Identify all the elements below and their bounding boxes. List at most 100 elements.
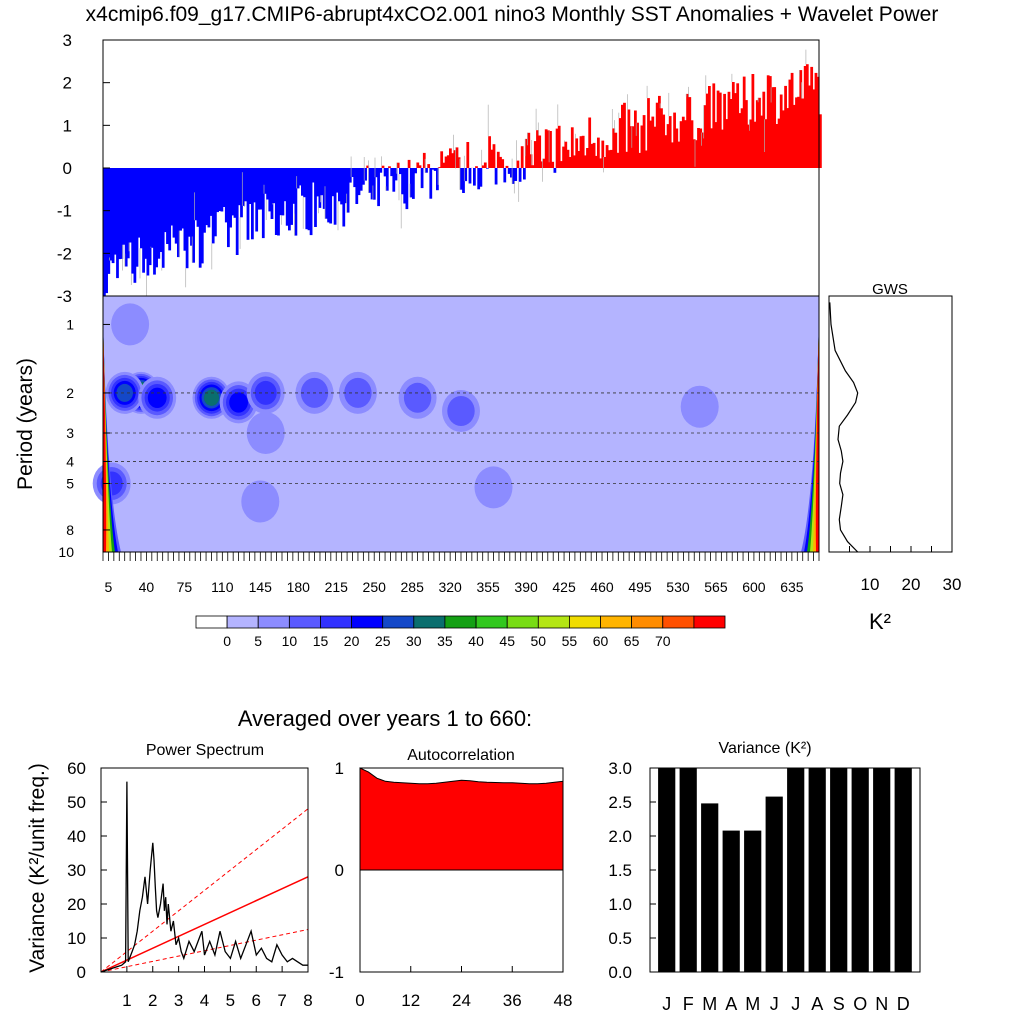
- timeseries-bar: [514, 168, 518, 181]
- variance-xtick-label: F: [683, 994, 694, 1014]
- timeseries-bar: [155, 168, 158, 268]
- autocorrelation-xaxis: 0 12 24 36 48: [355, 966, 572, 1010]
- wavelet-hotspot: [111, 303, 150, 346]
- power-spectrum-xtick-label: 1: [122, 991, 131, 1010]
- timeseries-bar: [549, 131, 552, 168]
- colorbar-swatch: [600, 615, 633, 629]
- timeseries-bar: [618, 118, 622, 168]
- timeseries-bar: [131, 168, 135, 274]
- variance-ytick-label: 2.0: [608, 827, 632, 846]
- timeseries-bar: [638, 152, 642, 168]
- timeseries-bar: [185, 168, 189, 269]
- variance-xtick-label: O: [853, 994, 867, 1014]
- power-spectrum-ylabel: Variance (K²/unit freq.): [26, 763, 49, 973]
- power-spectrum-ytick-label: 60: [67, 759, 86, 778]
- colorbar-swatch: [226, 615, 259, 629]
- timeseries-bar: [790, 72, 794, 168]
- timeseries-bar: [584, 155, 587, 168]
- timeseries-bar: [209, 168, 213, 216]
- timeseries-bar: [557, 125, 561, 168]
- timeseries-bar: [427, 164, 431, 168]
- timeseries-bar: [525, 138, 528, 168]
- timeseries-bar: [531, 165, 535, 168]
- timeseries-bar: [340, 168, 343, 205]
- timeseries-bar: [163, 168, 167, 233]
- timeseries-bar: [688, 97, 692, 168]
- colorbar-label: 25: [375, 633, 391, 649]
- timeseries-bar: [444, 156, 448, 168]
- timeseries-bar: [775, 124, 779, 168]
- timeseries-bar: [614, 132, 618, 168]
- timeseries-bar: [292, 168, 296, 204]
- timeseries-bar: [344, 168, 348, 204]
- gws-line: [829, 302, 859, 553]
- timeseries-bar: [466, 142, 470, 168]
- timeseries-bar: [703, 105, 707, 168]
- timeseries-bar: [422, 152, 426, 168]
- timeseries-bar: [564, 141, 568, 168]
- timeseries-bar: [124, 168, 128, 267]
- wavelet-ytick-label: 5: [66, 475, 74, 491]
- timeseries-bar: [570, 127, 574, 168]
- timeseries-bar: [738, 113, 742, 168]
- timeseries-bar: [653, 126, 657, 168]
- wavelet-xtick-label: 390: [514, 579, 538, 595]
- variance-ytick-label: 1.0: [608, 895, 632, 914]
- timeseries-bar: [270, 168, 274, 219]
- timeseries-bar: [288, 168, 291, 231]
- timeseries-bar: [383, 168, 387, 177]
- timeseries-bar: [718, 92, 722, 168]
- timeseries-bar: [636, 122, 639, 168]
- timeseries-bar: [677, 141, 681, 168]
- timeseries-bar: [795, 97, 798, 168]
- timeseries-bar: [192, 168, 195, 263]
- timeseries-bar: [568, 157, 572, 168]
- timeseries-bar: [285, 168, 289, 226]
- timeseries-bar: [307, 168, 311, 231]
- timeseries-bar: [294, 168, 298, 236]
- timeseries-bar: [705, 93, 709, 168]
- timeseries-bar: [390, 168, 394, 177]
- timeseries-bar: [253, 168, 256, 203]
- timeseries-bar: [359, 168, 363, 191]
- wavelet-hotspot: [680, 385, 719, 428]
- timeseries-bar: [808, 85, 811, 168]
- colorbar-swatch: [320, 615, 353, 629]
- timeseries-bar: [679, 121, 683, 168]
- timeseries-bar: [255, 168, 259, 232]
- timeseries-bar: [729, 99, 733, 168]
- timeseries-bar: [388, 166, 391, 168]
- timeseries-bar: [797, 96, 800, 168]
- timeseries-bar: [607, 150, 611, 168]
- colorbar-label: 40: [468, 633, 484, 649]
- timeseries-bar: [216, 168, 219, 213]
- timeseries-bar: [660, 108, 663, 168]
- timeseries-bar: [320, 168, 324, 196]
- timeseries-bar: [205, 168, 209, 226]
- timeseries-bar: [303, 168, 306, 198]
- timeseries-bar: [686, 93, 689, 168]
- timeseries-bar: [547, 130, 550, 168]
- timeseries-ytick-label: 0: [63, 159, 72, 178]
- timeseries-bar: [144, 168, 148, 259]
- timeseries-bar: [161, 168, 165, 268]
- timeseries-bar: [496, 151, 500, 168]
- timeseries-bar: [594, 155, 598, 168]
- timeseries-bar: [758, 97, 761, 168]
- timeseries-bar: [375, 168, 378, 178]
- timeseries-bar: [348, 168, 352, 183]
- timeseries-bar: [651, 116, 655, 168]
- timeseries-bar: [159, 168, 163, 252]
- timeseries-bar: [301, 168, 304, 196]
- timeseries-bar: [716, 90, 720, 168]
- wavelet-hotspot: [116, 383, 133, 402]
- timeseries-bar: [468, 168, 472, 184]
- timeseries-bar: [723, 93, 726, 168]
- timeseries-bar: [599, 158, 602, 168]
- power-spectrum-line: [100, 781, 308, 973]
- timeseries-bar: [357, 168, 361, 196]
- timeseries-bar: [533, 141, 537, 168]
- autocorrelation-chart: Autocorrelation 0 12 24 36 48 1 0 -1: [329, 747, 573, 1010]
- timeseries-bar: [523, 168, 526, 180]
- variance-bar: [765, 796, 783, 972]
